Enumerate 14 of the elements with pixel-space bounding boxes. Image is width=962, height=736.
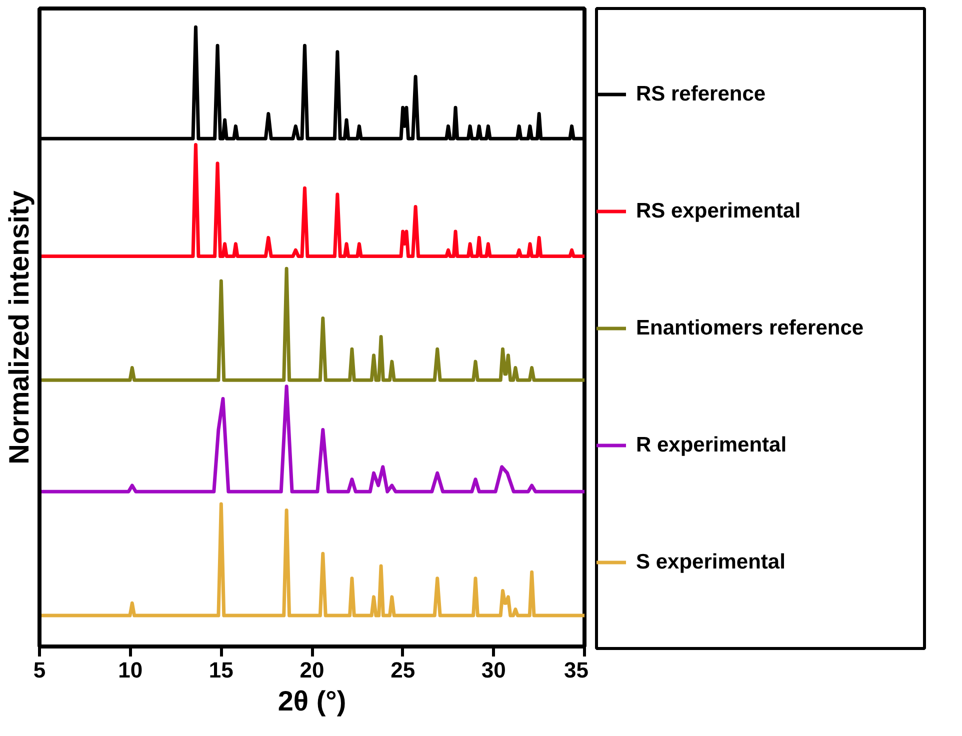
legend-label: Enantiomers reference: [636, 315, 864, 341]
legend-label: S experimental: [636, 549, 786, 575]
x-tick-label: 15: [208, 658, 234, 682]
x-tick-label: 35: [564, 658, 589, 682]
legend-label: RS experimental: [636, 198, 801, 224]
x-tick-label: 25: [390, 658, 416, 682]
x-axis-title: 2θ (°): [278, 686, 346, 716]
legend-label: R experimental: [636, 432, 787, 458]
x-tick-label: 10: [118, 658, 143, 682]
y-axis-title: Normalized intensity: [4, 190, 34, 464]
x-tick-label: 30: [481, 658, 506, 682]
legend-label: RS reference: [636, 81, 766, 107]
x-tick-label: 5: [33, 658, 46, 682]
x-tick-label: 20: [300, 658, 324, 682]
